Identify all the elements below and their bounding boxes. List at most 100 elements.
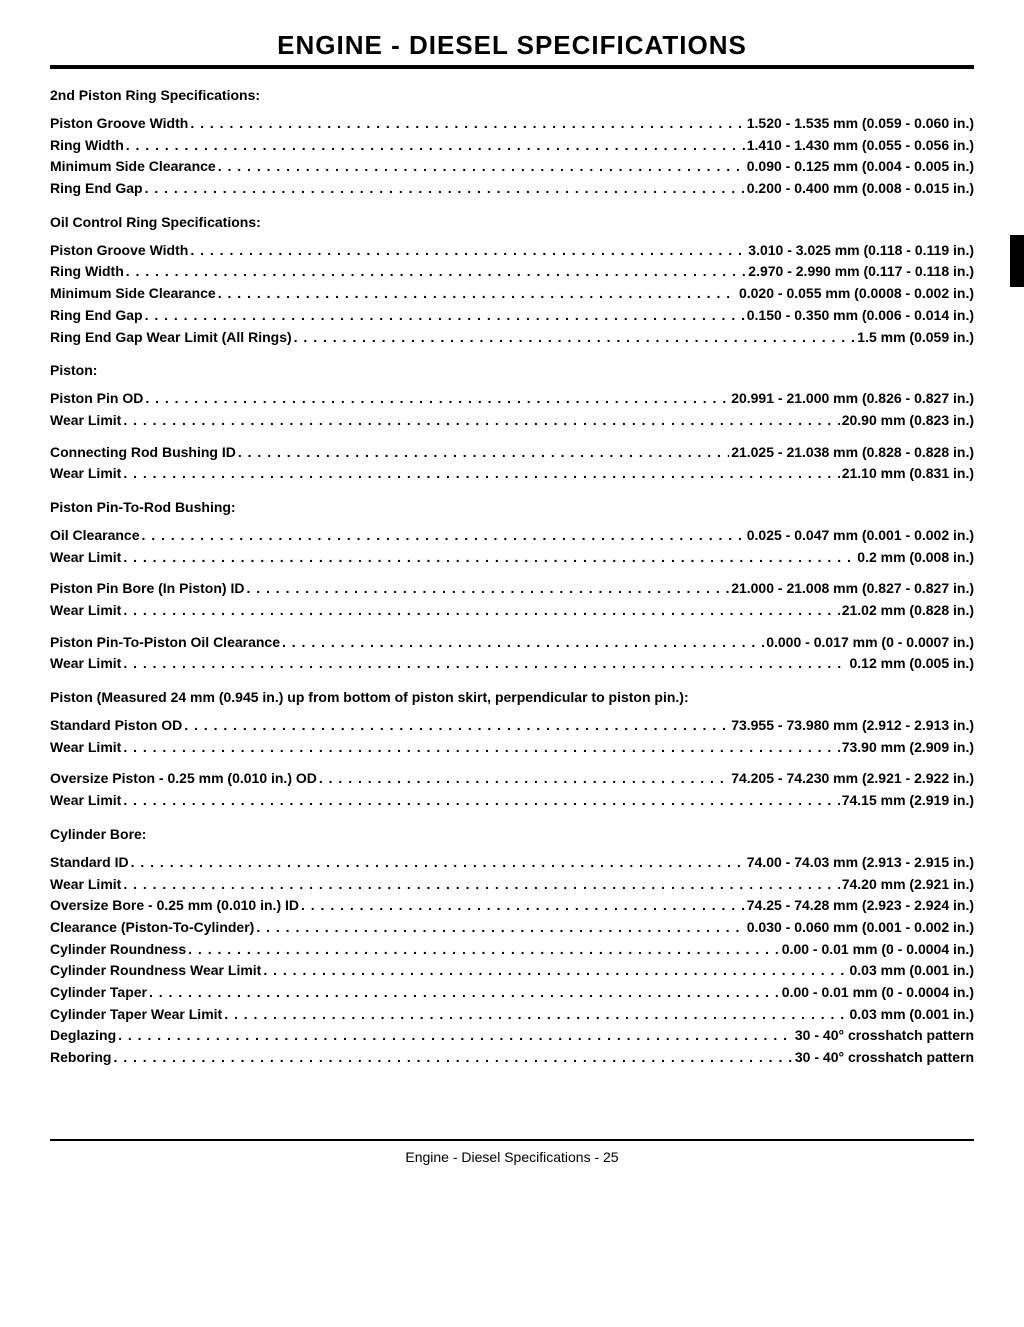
spec-row: Minimum Side Clearance0.020 - 0.055 mm (… xyxy=(50,283,974,305)
spec-label: Wear Limit xyxy=(50,653,121,675)
title-rule xyxy=(50,65,974,69)
spec-row: Wear Limit20.90 mm (0.823 in.) xyxy=(50,410,974,432)
spec-label: Wear Limit xyxy=(50,463,121,485)
spec-row: Oil Clearance0.025 - 0.047 mm (0.001 - 0… xyxy=(50,525,974,547)
spec-label: Cylinder Roundness Wear Limit xyxy=(50,960,261,982)
spec-label: Oil Clearance xyxy=(50,525,140,547)
spec-row: Piston Pin-To-Piston Oil Clearance0.000 … xyxy=(50,632,974,654)
spec-value: 21.10 mm (0.831 in.) xyxy=(842,463,974,485)
spec-row: Wear Limit 73.90 mm (2.909 in.) xyxy=(50,737,974,759)
spec-row: Wear Limit 0.12 mm (0.005 in.) xyxy=(50,653,974,675)
spec-row: Cylinder Roundness Wear Limit 0.03 mm (0.… xyxy=(50,960,974,982)
section-heading: Oil Control Ring Specifications: xyxy=(50,214,974,230)
spec-row: Piston Groove Width1.520 - 1.535 mm (0.0… xyxy=(50,113,974,135)
spec-row: Cylinder Roundness0.00 - 0.01 mm (0 - 0.… xyxy=(50,939,974,961)
footer-area: Engine - Diesel Specifications - 25 xyxy=(50,1139,974,1165)
spec-label: Cylinder Taper xyxy=(50,982,147,1004)
spec-label: Wear Limit xyxy=(50,737,121,759)
spec-value: 30 - 40° crosshatch pattern xyxy=(795,1047,974,1069)
spec-value: 1.5 mm (0.059 in.) xyxy=(857,327,974,349)
spec-row: Wear Limit 74.20 mm (2.921 in.) xyxy=(50,874,974,896)
spec-label: Minimum Side Clearance xyxy=(50,283,216,305)
spec-dots xyxy=(282,632,764,654)
spec-value: 21.02 mm (0.828 in.) xyxy=(842,600,974,622)
spec-label: Standard Piston OD xyxy=(50,715,182,737)
section-heading: Cylinder Bore: xyxy=(50,826,974,842)
spec-label: Wear Limit xyxy=(50,547,121,569)
spec-dots xyxy=(113,1047,792,1069)
spec-dots xyxy=(190,240,746,262)
spec-value: 1.520 - 1.535 mm (0.059 - 0.060 in.) xyxy=(747,113,974,135)
spec-value: 20.991 - 21.000 mm (0.826 - 0.827 in.) xyxy=(731,388,974,410)
spec-row: Ring Width 1.410 - 1.430 mm (0.055 - 0.05… xyxy=(50,135,974,157)
section-heading: Piston (Measured 24 mm (0.945 in.) up fr… xyxy=(50,689,974,705)
spec-row: Deglazing30 - 40° crosshatch pattern xyxy=(50,1025,974,1047)
spec-value: 74.20 mm (2.921 in.) xyxy=(842,874,974,896)
spec-row: Piston Groove Width3.010 - 3.025 mm (0.1… xyxy=(50,240,974,262)
spec-dots xyxy=(188,939,780,961)
spec-value: 0.200 - 0.400 mm (0.008 - 0.015 in.) xyxy=(747,178,974,200)
page-title: ENGINE - DIESEL SPECIFICATIONS xyxy=(50,30,974,61)
spec-gap xyxy=(50,622,974,632)
spec-value: 0.03 mm (0.001 in.) xyxy=(849,960,974,982)
spec-row: Reboring 30 - 40° crosshatch pattern xyxy=(50,1047,974,1069)
spec-label: Minimum Side Clearance xyxy=(50,156,216,178)
spec-value: 74.25 - 74.28 mm (2.923 - 2.924 in.) xyxy=(747,895,974,917)
spec-row: Minimum Side Clearance0.090 - 0.125 mm (… xyxy=(50,156,974,178)
spec-dots xyxy=(123,600,839,622)
spec-dots xyxy=(238,442,729,464)
spec-dots xyxy=(224,1004,847,1026)
footer-rule xyxy=(50,1139,974,1141)
spec-value: 1.410 - 1.430 mm (0.055 - 0.056 in.) xyxy=(747,135,974,157)
spec-dots xyxy=(218,283,737,305)
spec-value: 74.00 - 74.03 mm (2.913 - 2.915 in.) xyxy=(747,852,974,874)
spec-dots xyxy=(145,178,745,200)
spec-value: 20.90 mm (0.823 in.) xyxy=(842,410,974,432)
spec-dots xyxy=(118,1025,793,1047)
spec-dots xyxy=(319,768,729,790)
spec-row: Oversize Bore - 0.25 mm (0.010 in.) ID 74… xyxy=(50,895,974,917)
spec-value: 21.000 - 21.008 mm (0.827 - 0.827 in.) xyxy=(731,578,974,600)
spec-dots xyxy=(123,874,839,896)
spec-label: Piston Pin Bore (In Piston) ID xyxy=(50,578,244,600)
spec-dots xyxy=(246,578,729,600)
spec-value: 74.15 mm (2.919 in.) xyxy=(842,790,974,812)
spec-dots xyxy=(126,261,747,283)
spec-row: Oversize Piston - 0.25 mm (0.010 in.) OD… xyxy=(50,768,974,790)
spec-row: Connecting Rod Bushing ID21.025 - 21.038… xyxy=(50,442,974,464)
footer-text: Engine - Diesel Specifications - 25 xyxy=(50,1149,974,1165)
spec-dots xyxy=(263,960,847,982)
spec-value: 0.12 mm (0.005 in.) xyxy=(849,653,974,675)
section-heading: Piston: xyxy=(50,362,974,378)
spec-row: Wear Limit74.15 mm (2.919 in.) xyxy=(50,790,974,812)
spec-label: Piston Pin OD xyxy=(50,388,143,410)
spec-label: Standard ID xyxy=(50,852,129,874)
spec-value: 2.970 - 2.990 mm (0.117 - 0.118 in.) xyxy=(748,261,974,283)
spec-label: Clearance (Piston-To-Cylinder) xyxy=(50,917,254,939)
spec-row: Cylinder Taper Wear Limit0.03 mm (0.001 … xyxy=(50,1004,974,1026)
spec-dots xyxy=(145,305,745,327)
spec-label: Reboring xyxy=(50,1047,111,1069)
spec-label: Ring End Gap xyxy=(50,178,143,200)
spec-value: 0.00 - 0.01 mm (0 - 0.0004 in.) xyxy=(782,982,974,1004)
spec-row: Piston Pin OD 20.991 - 21.000 mm (0.826 -… xyxy=(50,388,974,410)
spec-value: 74.205 - 74.230 mm (2.921 - 2.922 in.) xyxy=(731,768,974,790)
spec-dots xyxy=(184,715,729,737)
spec-row: Ring Width 2.970 - 2.990 mm (0.117 - 0.11… xyxy=(50,261,974,283)
spec-row: Wear Limit 21.10 mm (0.831 in.) xyxy=(50,463,974,485)
spec-value: 73.90 mm (2.909 in.) xyxy=(842,737,974,759)
spec-dots xyxy=(123,410,839,432)
spec-dots xyxy=(256,917,744,939)
spec-label: Oversize Bore - 0.25 mm (0.010 in.) ID xyxy=(50,895,299,917)
spec-row: Ring End Gap Wear Limit (All Rings) 1.5 m… xyxy=(50,327,974,349)
spec-label: Wear Limit xyxy=(50,874,121,896)
spec-label: Ring Width xyxy=(50,135,124,157)
spec-dots xyxy=(149,982,780,1004)
spec-value: 3.010 - 3.025 mm (0.118 - 0.119 in.) xyxy=(748,240,974,262)
spec-row: Standard Piston OD73.955 - 73.980 mm (2.… xyxy=(50,715,974,737)
spec-label: Cylinder Taper Wear Limit xyxy=(50,1004,222,1026)
spec-label: Ring Width xyxy=(50,261,124,283)
spec-label: Oversize Piston - 0.25 mm (0.010 in.) OD xyxy=(50,768,317,790)
spec-row: Wear Limit21.02 mm (0.828 in.) xyxy=(50,600,974,622)
spec-label: Ring End Gap Wear Limit (All Rings) xyxy=(50,327,292,349)
